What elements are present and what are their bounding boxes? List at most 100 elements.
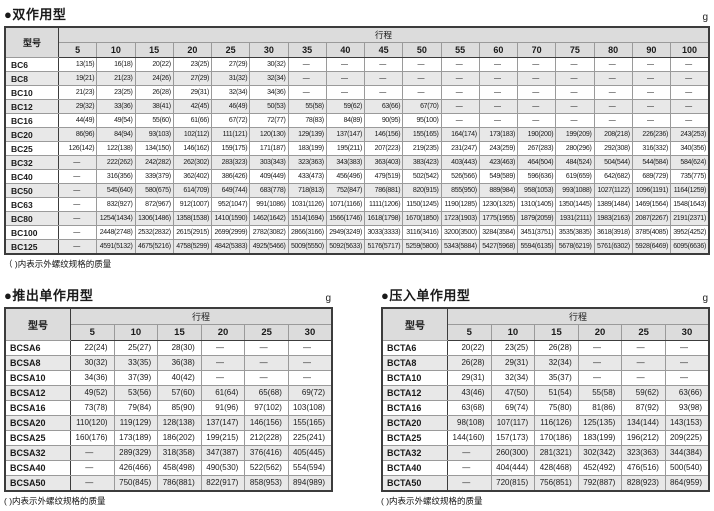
model-cell: BCSA20 <box>4 415 71 431</box>
weight-value-cell: 199(209) <box>555 127 595 142</box>
weight-value-cell: 157(173) <box>490 430 536 446</box>
weight-value-cell: 231(247) <box>440 141 480 156</box>
weight-value-cell: 403(443) <box>440 155 480 170</box>
stroke-column-header: 5 <box>57 42 98 58</box>
weight-value-cell: — <box>621 340 666 356</box>
weight-value-cell: 786(881) <box>363 183 404 198</box>
stroke-column-header: 30 <box>664 324 710 341</box>
weight-value-cell: 2191(2371) <box>670 211 710 226</box>
weight-value-cell: 1071(1166) <box>325 197 366 212</box>
section-push-single-acting: ●推出单作用型 g 型号 行程 5 10 15 20 25 30 BCSA6 22(24) 25(2… <box>4 283 333 507</box>
weight-value-cell: 340(356) <box>670 141 710 156</box>
weight-value-cell: 79(84) <box>113 400 159 416</box>
weight-value-cell: 292(308) <box>593 141 633 156</box>
weight-value-cell: — <box>631 113 672 128</box>
weight-value-cell: 137(147) <box>325 127 366 142</box>
table-row: BCSA12 49(52) 53(56) 57(60) 61(64) 65(68) 69(7… <box>4 385 333 401</box>
weight-value-cell: 55(60) <box>134 113 174 128</box>
weight-value-cell: 95(100) <box>402 113 442 128</box>
weight-value-cell: — <box>244 370 289 386</box>
weight-value-cell: 1164(1259) <box>670 183 710 198</box>
weight-value-cell: 303(343) <box>249 155 289 170</box>
weight-value-cell: 128(138) <box>157 415 202 431</box>
weight-value-cell: 6095(6636) <box>670 239 710 255</box>
weight-value-cell: 683(778) <box>249 183 289 198</box>
weight-value-cell: 155(165) <box>287 415 333 431</box>
weight-value-cell: — <box>516 71 557 86</box>
weight-value-cell: 894(989) <box>287 475 333 492</box>
weight-value-cell: 219(235) <box>402 141 442 156</box>
weight-value-cell: 29(31) <box>447 370 492 386</box>
weight-value-cell: — <box>555 113 595 128</box>
stroke-column-header: 20 <box>200 324 246 341</box>
weight-value-cell: 500(540) <box>664 460 710 476</box>
weight-value-cell: 40(42) <box>157 370 202 386</box>
weight-value-cell: 72(77) <box>249 113 289 128</box>
weight-value-cell: 44(49) <box>57 113 98 128</box>
weight-value-cell: 1230(1325) <box>478 197 519 212</box>
table-row: BCSA16 73(78) 79(84) 85(90) 91(96) 97(102) 103… <box>4 400 333 416</box>
model-cell: BCTA10 <box>381 370 448 386</box>
weight-value-cell: 912(1007) <box>172 197 213 212</box>
weight-value-cell: 323(363) <box>287 155 327 170</box>
weight-value-cell: — <box>363 57 404 72</box>
table-row: BCTA20 98(108) 107(117) 116(126) 125(135) 134… <box>381 415 710 431</box>
weight-value-cell: 26(28) <box>447 355 492 371</box>
weight-value-cell: 267(283) <box>516 141 557 156</box>
weight-value-cell: 107(117) <box>490 415 536 431</box>
weight-value-cell: 1111(1206) <box>363 197 404 212</box>
table-row: BCTA6 20(22) 23(25) 26(28) — — — <box>381 340 710 356</box>
weight-value-cell: 97(102) <box>244 400 289 416</box>
weight-value-cell: — <box>70 475 115 492</box>
weight-value-cell: 750(845) <box>113 475 159 492</box>
weight-value-cell: 34(36) <box>249 85 289 100</box>
weight-value-cell: 21(23) <box>57 85 98 100</box>
weight-value-cell: 67(72) <box>210 113 251 128</box>
weight-value-cell: 33(36) <box>96 99 136 114</box>
weight-value-cell: 209(225) <box>664 430 710 446</box>
weight-value-cell: 1723(1903) <box>440 211 480 226</box>
weight-value-cell: 1469(1564) <box>631 197 672 212</box>
stroke-column-header: 15 <box>134 42 174 58</box>
weight-value-cell: 409(449) <box>249 169 289 184</box>
weight-value-cell: — <box>200 340 246 356</box>
weight-value-cell: — <box>516 85 557 100</box>
weight-value-cell: — <box>287 85 327 100</box>
weight-value-cell: 110(120) <box>70 415 115 431</box>
stroke-column-header: 90 <box>631 42 672 58</box>
table-row: BC50—545(640) 580(675) 614(709) 649(744) 683… <box>4 183 710 198</box>
weight-value-cell: 2949(3249) <box>325 225 366 240</box>
weight-value-cell: 991(1086) <box>249 197 289 212</box>
table-row: BC32—222(262) 242(282) 262(302) 283(323) 303… <box>4 155 710 170</box>
model-cell: BCTA8 <box>381 355 448 371</box>
weight-value-cell: — <box>57 225 98 240</box>
push-single-unit-label: g <box>325 293 331 304</box>
model-cell: BCTA12 <box>381 385 448 401</box>
weight-value-cell: 323(363) <box>621 445 666 461</box>
weight-value-cell: — <box>325 57 366 72</box>
weight-value-cell: — <box>478 113 519 128</box>
stroke-column-header: 50 <box>402 42 442 58</box>
table-row: BCSA6 22(24) 25(27) 28(30) — — — <box>4 340 333 356</box>
weight-value-cell: 126(142) <box>57 141 98 156</box>
weight-value-cell: 120(130) <box>249 127 289 142</box>
weight-value-cell: 199(215) <box>200 430 246 446</box>
model-cell: BCSA8 <box>4 355 71 371</box>
weight-value-cell: — <box>670 57 710 72</box>
weight-value-cell: 23(25) <box>490 340 536 356</box>
weight-value-cell: 3618(3918) <box>593 225 633 240</box>
stroke-column-header: 15 <box>534 324 579 341</box>
stroke-column-header: 75 <box>555 42 595 58</box>
model-cell: BC20 <box>4 127 59 142</box>
weight-value-cell: — <box>447 445 492 461</box>
weight-value-cell: 5761(6302) <box>593 239 633 255</box>
weight-value-cell: — <box>621 370 666 386</box>
weight-value-cell: 137(147) <box>200 415 246 431</box>
press-single-weight-table: 型号 行程 5 10 15 20 25 30 BCTA6 20(22) 23(25) 26(28) — —… <box>381 307 710 492</box>
weight-value-cell: 46(49) <box>210 99 251 114</box>
weight-value-cell: 20(22) <box>447 340 492 356</box>
table-row: BCTA16 63(68) 69(74) 75(80) 81(86) 87(92) 93(9… <box>381 400 710 416</box>
weight-value-cell: 243(253) <box>670 127 710 142</box>
weight-value-cell: 756(851) <box>534 475 579 492</box>
weight-value-cell: 13(15) <box>57 57 98 72</box>
